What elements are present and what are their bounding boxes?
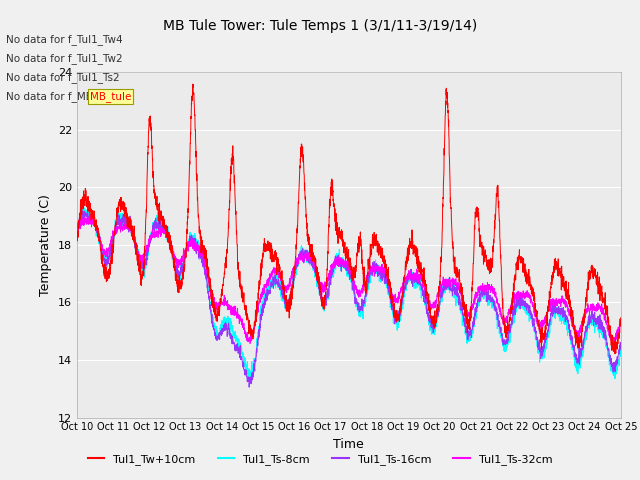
Legend: Tul1_Tw+10cm, Tul1_Ts-8cm, Tul1_Ts-16cm, Tul1_Ts-32cm: Tul1_Tw+10cm, Tul1_Ts-8cm, Tul1_Ts-16cm,… xyxy=(83,450,557,469)
Text: MB_tule: MB_tule xyxy=(90,91,131,102)
Text: MB Tule Tower: Tule Temps 1 (3/1/11-3/19/14): MB Tule Tower: Tule Temps 1 (3/1/11-3/19… xyxy=(163,19,477,33)
Text: No data for f_MBtule: No data for f_MBtule xyxy=(6,91,113,102)
Text: No data for f_Tul1_Tw4: No data for f_Tul1_Tw4 xyxy=(6,34,123,45)
Y-axis label: Temperature (C): Temperature (C) xyxy=(39,194,52,296)
Text: No data for f_Tul1_Tw2: No data for f_Tul1_Tw2 xyxy=(6,53,123,64)
Text: No data for f_Tul1_Ts2: No data for f_Tul1_Ts2 xyxy=(6,72,120,83)
X-axis label: Time: Time xyxy=(333,438,364,451)
